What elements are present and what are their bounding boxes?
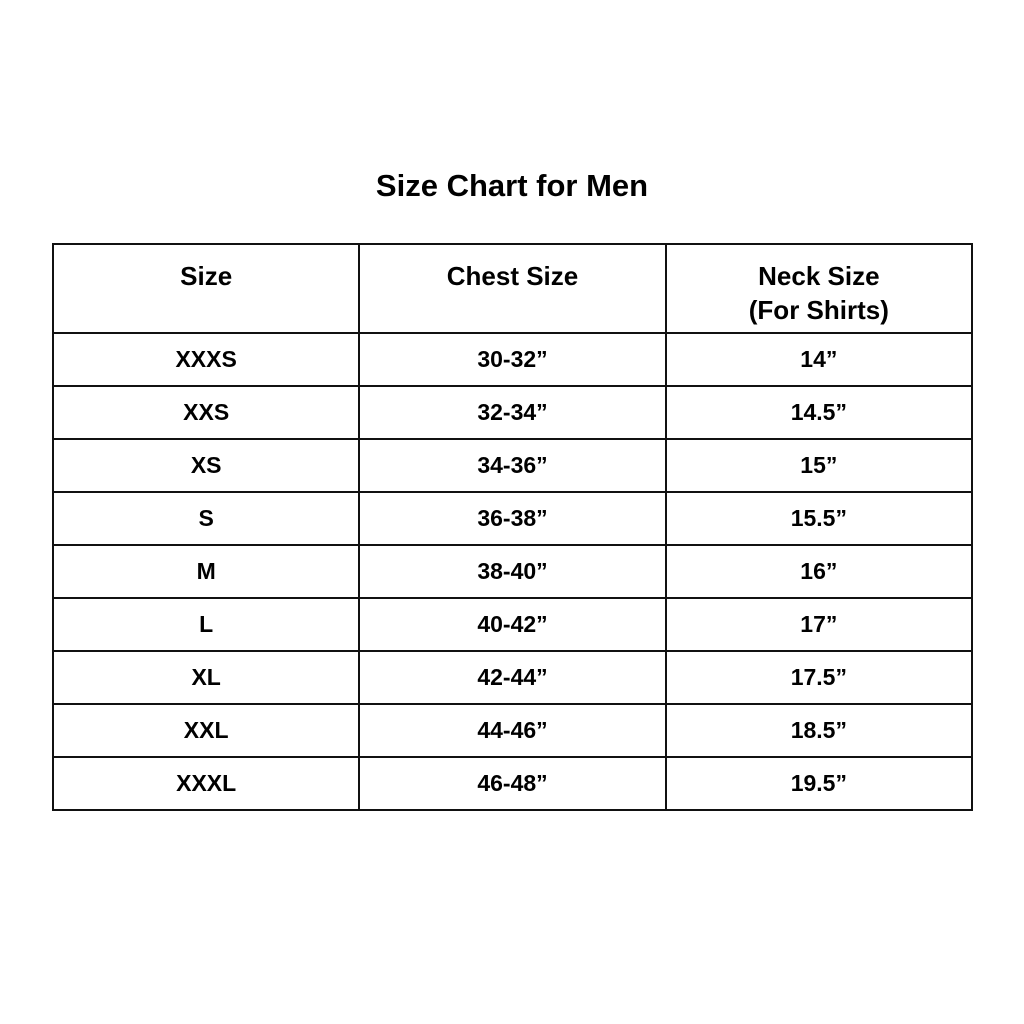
header-neck-size-note: (For Shirts) [748, 295, 889, 325]
chest-size-cell: 34-36” [358, 438, 667, 493]
size-cell: S [51, 491, 361, 546]
table-row: S 36-38” 15.5” [51, 491, 974, 546]
neck-size-cell: 17” [664, 597, 974, 652]
neck-size-cell: 16” [664, 544, 974, 599]
size-cell: XS [51, 438, 361, 493]
header-neck-size: Neck Size (For Shirts) [664, 243, 974, 334]
table-row: XXS 32-34” 14.5” [51, 385, 974, 440]
chest-size-cell: 32-34” [358, 385, 667, 440]
table-row: L 40-42” 17” [51, 597, 974, 652]
neck-size-cell: 18.5” [664, 703, 974, 758]
size-cell: XL [51, 650, 361, 705]
chest-size-cell: 40-42” [358, 597, 667, 652]
page-title: Size Chart for Men [375, 168, 649, 203]
table-row: XXL 44-46” 18.5” [51, 703, 974, 758]
table-row: M 38-40” 16” [51, 544, 974, 599]
chest-size-cell: 46-48” [358, 756, 667, 811]
chest-size-cell: 30-32” [358, 332, 667, 387]
header-size: Size [51, 243, 361, 334]
chest-size-cell: 44-46” [358, 703, 667, 758]
neck-size-cell: 15.5” [664, 491, 974, 546]
size-cell: L [51, 597, 361, 652]
neck-size-cell: 17.5” [664, 650, 974, 705]
neck-size-cell: 14.5” [664, 385, 974, 440]
table-row: XXXS 30-32” 14” [51, 332, 974, 387]
chest-size-cell: 42-44” [358, 650, 667, 705]
neck-size-cell: 15” [664, 438, 974, 493]
chest-size-cell: 38-40” [358, 544, 667, 599]
size-cell: XXXS [51, 332, 361, 387]
size-chart-table: Size Chest Size Neck Size (For Shirts) X… [51, 243, 974, 811]
header-chest-size: Chest Size [358, 243, 667, 334]
neck-size-cell: 19.5” [664, 756, 974, 811]
size-cell: XXXL [51, 756, 361, 811]
size-cell: XXS [51, 385, 361, 440]
neck-size-cell: 14” [664, 332, 974, 387]
header-neck-size-label: Neck Size [758, 261, 880, 291]
size-cell: M [51, 544, 361, 599]
table-row: XL 42-44” 17.5” [51, 650, 974, 705]
table-row: XS 34-36” 15” [51, 438, 974, 493]
header-row: Size Chest Size Neck Size (For Shirts) [51, 243, 974, 334]
table-row: XXXL 46-48” 19.5” [51, 756, 974, 811]
size-cell: XXL [51, 703, 361, 758]
chest-size-cell: 36-38” [358, 491, 667, 546]
